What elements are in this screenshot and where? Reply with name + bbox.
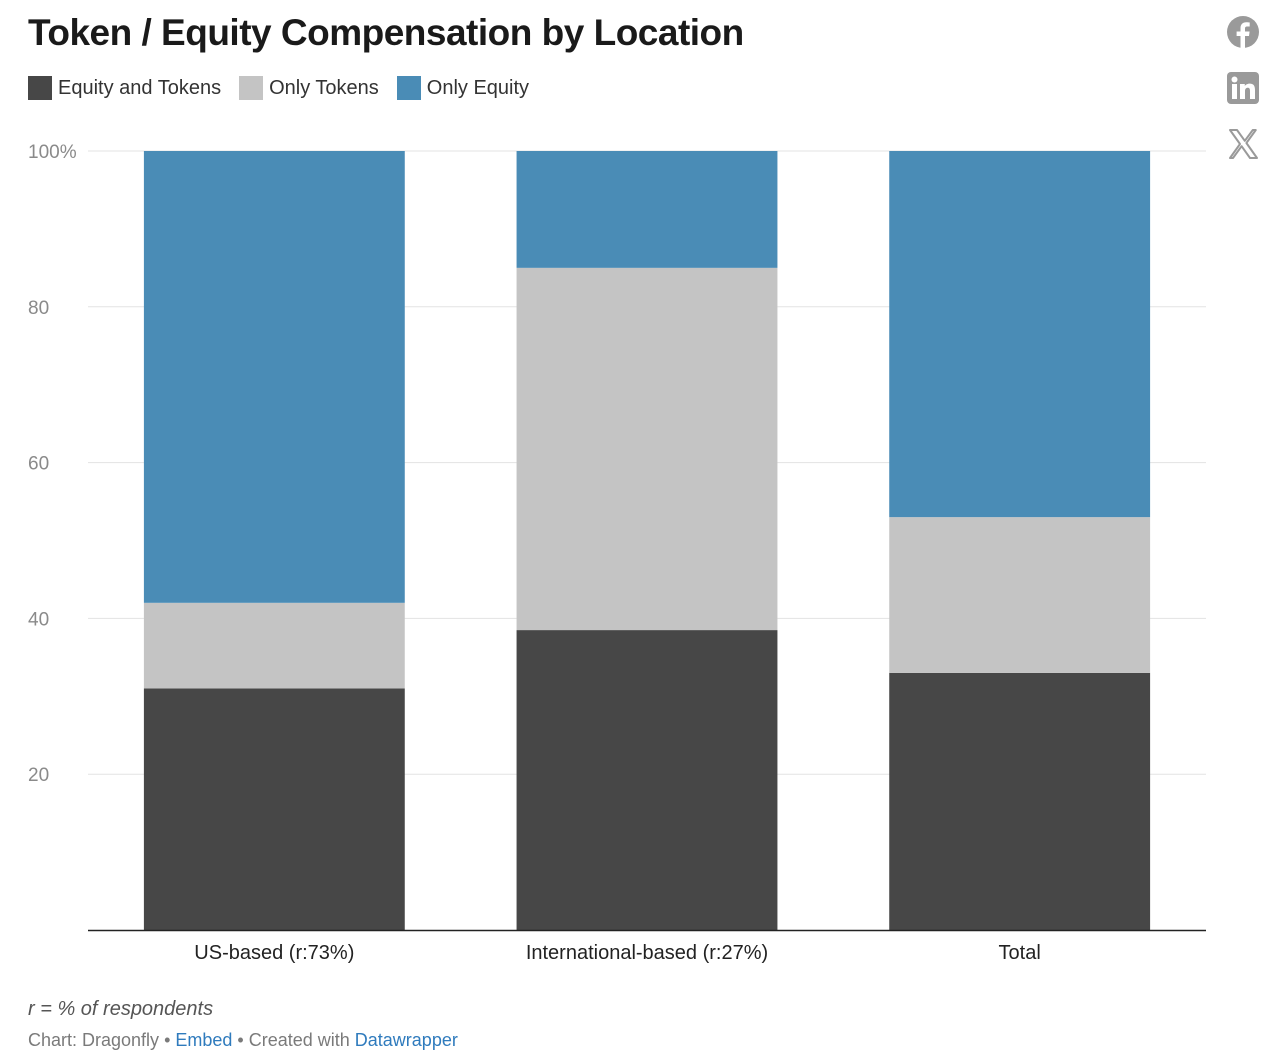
datawrapper-link[interactable]: Datawrapper [354,1030,458,1050]
credit-source: Chart: Dragonfly [28,1030,160,1050]
bar-segment-equity-and-tokens [889,672,1151,930]
legend-label: Only Tokens [269,76,379,99]
bar-segment-equity-and-tokens [516,630,778,930]
credits-footer: Chart: Dragonfly • Embed • Created with … [28,1030,458,1051]
legend: Equity and Tokens Only Tokens Only Equit… [28,76,547,100]
separator: • Created with [232,1030,355,1050]
legend-swatch [396,76,421,100]
x-category-label: US-based (r:73%) [194,942,354,964]
legend-label: Only Equity [426,76,530,99]
legend-item-only-tokens: Only Tokens [239,76,379,100]
linkedin-icon[interactable] [1226,71,1260,105]
bar-segment-only-tokens [889,517,1151,673]
bar-segment-only-equity [889,151,1151,518]
legend-item-only-equity: Only Equity [396,76,530,100]
y-tick-label: 20 [28,765,49,786]
stacked-bar-chart: 20 40 60 80 100% US-based (r:73%) Internationa… [28,142,1206,964]
x-category-label: Total [999,942,1041,964]
bar-segment-only-equity [516,151,778,268]
bar-segment-only-equity [143,151,405,603]
legend-swatch [28,76,52,100]
footnote: r = % of respondents [28,998,214,1020]
legend-label: Equity and Tokens [58,76,222,99]
y-tick-label: 100% [28,142,77,163]
y-tick-label: 60 [28,454,49,475]
y-tick-label: 80 [28,298,49,319]
chart-title: Token / Equity Compensation by Location [28,12,744,53]
axes: 20 40 60 80 100% US-based (r:73%) Internationa… [28,142,1206,964]
x-category-label: International-based (r:27%) [526,942,768,964]
bar-segment-only-tokens [143,602,405,689]
bar-segment-equity-and-tokens [143,688,405,930]
y-tick-label: 40 [28,609,49,630]
separator: • [159,1030,176,1050]
x-icon[interactable] [1226,127,1260,161]
embed-link[interactable]: Embed [175,1030,233,1050]
facebook-icon[interactable] [1226,15,1260,49]
legend-item-equity-and-tokens: Equity and Tokens [28,76,221,100]
bars [143,151,1151,930]
bar-segment-only-tokens [516,267,778,631]
legend-swatch [239,76,264,100]
